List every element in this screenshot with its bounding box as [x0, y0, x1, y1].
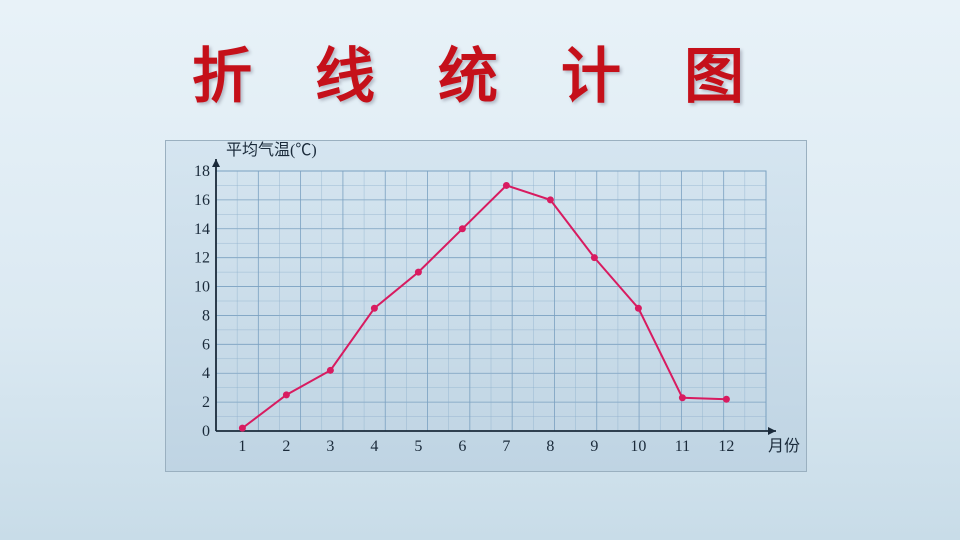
x-tick-label: 7 [502, 438, 510, 455]
data-point [371, 305, 378, 312]
y-tick-label: 8 [202, 307, 210, 324]
x-tick-label: 6 [458, 438, 466, 455]
data-point [679, 394, 686, 401]
x-tick-label: 5 [414, 438, 422, 455]
data-point [547, 196, 554, 203]
x-tick-label: 11 [675, 438, 690, 455]
x-tick-label: 3 [326, 438, 334, 455]
data-point [503, 182, 510, 189]
x-tick-label: 8 [546, 438, 554, 455]
y-tick-label: 2 [202, 394, 210, 411]
x-tick-label: 4 [370, 438, 378, 455]
data-point [459, 225, 466, 232]
y-tick-label: 4 [202, 365, 210, 382]
y-tick-label: 12 [194, 250, 210, 267]
y-tick-label: 6 [202, 336, 210, 353]
y-axis-label: 平均气温(℃) [226, 141, 317, 159]
data-line [242, 185, 726, 428]
data-point [591, 254, 598, 261]
data-point [327, 367, 334, 374]
data-point [723, 396, 730, 403]
x-tick-label: 1 [238, 438, 246, 455]
data-point [239, 425, 246, 432]
y-tick-label: 16 [194, 192, 210, 209]
chart-container: 024681012141618123456789101112平均气温(℃)月份 [165, 140, 807, 472]
data-point [283, 391, 290, 398]
y-tick-label: 18 [194, 163, 210, 180]
page-title: 折 线 统 计 图 [0, 28, 960, 115]
y-tick-label: 14 [194, 221, 210, 238]
x-tick-label: 12 [718, 438, 734, 455]
x-tick-label: 2 [282, 438, 290, 455]
x-tick-label: 9 [590, 438, 598, 455]
data-point [635, 305, 642, 312]
x-axis-label: 月份 [768, 437, 800, 455]
y-tick-label: 10 [194, 279, 210, 296]
line-chart: 024681012141618123456789101112平均气温(℃)月份 [166, 141, 806, 471]
y-tick-label: 0 [202, 423, 210, 440]
x-tick-label: 10 [630, 438, 646, 455]
data-point [415, 269, 422, 276]
